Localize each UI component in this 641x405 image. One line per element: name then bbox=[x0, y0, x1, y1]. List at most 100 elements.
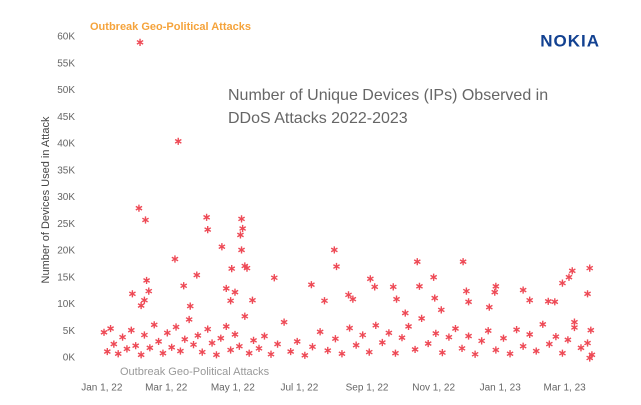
data-point bbox=[241, 312, 249, 320]
data-point bbox=[405, 322, 413, 331]
data-point bbox=[238, 246, 246, 254]
data-point bbox=[568, 267, 576, 275]
data-point bbox=[137, 301, 145, 310]
data-point bbox=[176, 347, 184, 355]
data-point bbox=[128, 290, 136, 298]
data-point bbox=[432, 329, 440, 337]
data-point bbox=[114, 350, 122, 358]
data-point bbox=[301, 351, 309, 359]
data-point bbox=[492, 282, 500, 290]
y-tick-label: 45K bbox=[57, 112, 75, 123]
y-tick-label: 60K bbox=[57, 32, 75, 43]
data-point bbox=[142, 216, 149, 224]
data-point bbox=[250, 336, 258, 344]
data-point bbox=[163, 329, 171, 337]
data-point bbox=[172, 323, 180, 331]
data-point bbox=[217, 334, 225, 342]
data-point bbox=[385, 329, 393, 337]
data-point bbox=[459, 258, 467, 266]
data-point bbox=[127, 326, 135, 334]
data-point bbox=[445, 333, 453, 341]
annotation-bottom: Outbreak Geo-Political Attacks bbox=[120, 366, 270, 378]
data-point bbox=[159, 349, 167, 357]
data-point bbox=[239, 224, 247, 233]
data-point bbox=[545, 340, 553, 348]
data-point bbox=[586, 264, 594, 272]
x-tick-label: Jul 1, 22 bbox=[280, 383, 318, 394]
data-point bbox=[577, 344, 585, 352]
data-point bbox=[500, 334, 507, 342]
data-point bbox=[171, 255, 179, 263]
data-point bbox=[491, 288, 499, 296]
data-point bbox=[552, 333, 560, 341]
data-point bbox=[168, 343, 176, 351]
data-point bbox=[235, 342, 243, 350]
data-point bbox=[352, 341, 360, 349]
y-axis-label: Number of Devices Used in Attack bbox=[40, 116, 52, 283]
annotation-top: Outbreak Geo-Political Attacks bbox=[90, 21, 251, 33]
data-point bbox=[438, 349, 446, 357]
data-point bbox=[431, 294, 439, 302]
data-point bbox=[245, 349, 253, 357]
data-point bbox=[391, 349, 399, 357]
data-point bbox=[372, 321, 380, 329]
data-point bbox=[451, 324, 459, 333]
data-point bbox=[465, 332, 473, 340]
data-point bbox=[359, 331, 367, 339]
data-point bbox=[330, 246, 338, 254]
y-tick-label: 10K bbox=[57, 299, 75, 310]
data-point bbox=[203, 213, 211, 221]
data-point bbox=[485, 303, 493, 311]
y-tick-label: 35K bbox=[57, 165, 75, 176]
data-point bbox=[398, 334, 406, 342]
data-point bbox=[558, 279, 566, 287]
data-point bbox=[418, 314, 426, 323]
logo: NOKIA bbox=[540, 31, 600, 50]
y-tick-label: 40K bbox=[57, 139, 75, 150]
x-tick-label: Nov 1, 22 bbox=[412, 383, 455, 394]
data-point bbox=[136, 38, 144, 46]
data-point bbox=[145, 287, 153, 295]
data-point bbox=[588, 351, 596, 359]
data-point bbox=[190, 341, 197, 349]
data-point bbox=[587, 326, 595, 334]
data-point bbox=[132, 342, 140, 350]
data-point bbox=[437, 306, 445, 314]
data-point bbox=[143, 276, 151, 285]
data-point bbox=[492, 346, 500, 354]
data-point bbox=[331, 335, 339, 343]
y-tick-label: 30K bbox=[57, 192, 75, 203]
data-point bbox=[389, 283, 397, 291]
data-point bbox=[135, 204, 143, 212]
data-point bbox=[193, 271, 201, 279]
data-point bbox=[506, 350, 514, 358]
data-point bbox=[231, 288, 239, 296]
data-point bbox=[526, 330, 534, 339]
data-point bbox=[208, 339, 216, 347]
data-point bbox=[307, 281, 315, 289]
data-point bbox=[584, 339, 592, 347]
data-point bbox=[346, 324, 354, 332]
data-point bbox=[248, 296, 256, 304]
data-point bbox=[570, 323, 578, 332]
data-point bbox=[424, 339, 432, 348]
x-tick-label: Sep 1, 22 bbox=[346, 383, 389, 394]
data-point bbox=[238, 215, 246, 223]
data-point bbox=[194, 331, 202, 340]
data-point bbox=[584, 290, 592, 298]
y-tick-label: 55K bbox=[57, 58, 75, 69]
data-point bbox=[107, 324, 115, 333]
data-point bbox=[484, 327, 492, 335]
chart-title: Number of Unique Devices (IPs) Observed … bbox=[228, 87, 548, 104]
data-point bbox=[462, 287, 470, 295]
y-tick-label: 15K bbox=[57, 272, 75, 283]
data-point bbox=[393, 295, 400, 303]
data-point bbox=[181, 335, 189, 343]
data-point bbox=[411, 345, 419, 354]
y-tick-label: 25K bbox=[57, 219, 75, 230]
data-point bbox=[519, 286, 527, 294]
data-point bbox=[365, 348, 373, 356]
data-point bbox=[564, 336, 572, 344]
